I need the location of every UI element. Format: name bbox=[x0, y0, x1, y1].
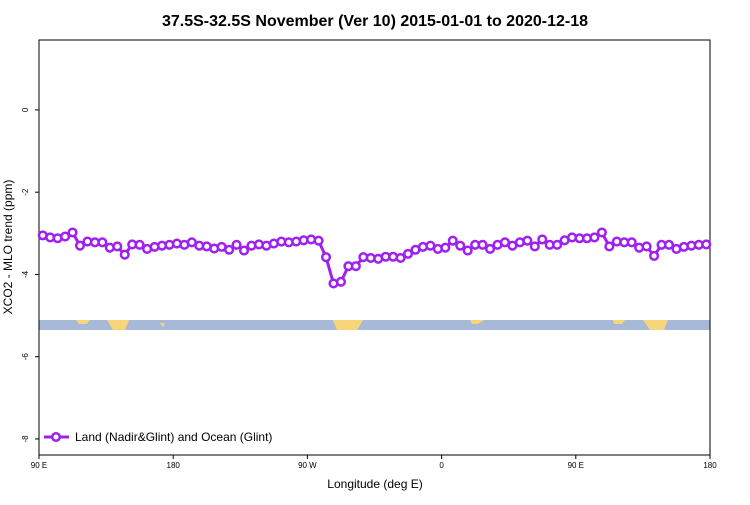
data-point bbox=[552, 239, 563, 250]
data-point bbox=[649, 250, 660, 261]
x-tick-label: 90 E bbox=[568, 461, 584, 470]
x-tick-label: 90 W bbox=[298, 461, 317, 470]
data-point bbox=[522, 235, 533, 246]
data-point bbox=[485, 243, 496, 254]
data-point bbox=[224, 244, 235, 255]
data-point bbox=[477, 239, 488, 250]
land bbox=[643, 320, 668, 330]
data-point bbox=[67, 227, 78, 238]
data-point bbox=[313, 235, 324, 246]
data-point bbox=[663, 239, 675, 250]
data-point bbox=[238, 245, 250, 256]
data-point bbox=[395, 252, 406, 264]
data-point bbox=[537, 234, 548, 245]
data-point bbox=[403, 248, 414, 259]
y-axis-label: XCO2 - MLO trend (ppm) bbox=[1, 180, 15, 315]
data-point bbox=[231, 239, 242, 250]
data-point bbox=[350, 261, 361, 272]
data-point bbox=[119, 249, 130, 260]
data-point bbox=[589, 232, 600, 243]
data-point bbox=[604, 241, 615, 252]
data-point bbox=[596, 227, 607, 238]
x-axis-label: Longitude (deg E) bbox=[327, 477, 422, 491]
land bbox=[160, 323, 165, 327]
ocean-strip bbox=[39, 320, 710, 330]
x-tick-label: 0 bbox=[439, 461, 444, 470]
data-point bbox=[626, 237, 637, 248]
legend-label: Land (Nadir&Glint) and Ocean (Glint) bbox=[75, 430, 272, 444]
land bbox=[107, 320, 129, 330]
data-point bbox=[447, 235, 458, 246]
data-point bbox=[134, 239, 145, 250]
y-tick-label: -2 bbox=[21, 188, 30, 196]
map-strip bbox=[39, 320, 710, 330]
y-tick-label: -8 bbox=[21, 435, 30, 443]
x-tick-label: 180 bbox=[703, 461, 717, 470]
data-point bbox=[455, 240, 466, 251]
data-point bbox=[320, 252, 332, 263]
chart-title: 37.5S-32.5S November (Ver 10) 2015-01-01… bbox=[162, 13, 588, 30]
legend-marker bbox=[50, 431, 62, 443]
land bbox=[470, 320, 484, 324]
data-point bbox=[112, 241, 123, 252]
x-tick-label: 90 E bbox=[31, 461, 47, 470]
y-tick-label: 0 bbox=[21, 107, 30, 112]
land bbox=[76, 320, 90, 324]
data-point bbox=[74, 240, 86, 251]
data-point bbox=[462, 245, 473, 256]
land bbox=[613, 320, 625, 324]
data-point bbox=[440, 242, 451, 253]
data-point bbox=[97, 237, 108, 248]
y-tick-label: -4 bbox=[21, 270, 30, 278]
data-point bbox=[641, 241, 652, 252]
data-point bbox=[335, 276, 347, 287]
data-point bbox=[529, 241, 540, 252]
x-tick-label: 180 bbox=[167, 461, 181, 470]
land bbox=[333, 320, 363, 330]
y-tick-label: -6 bbox=[21, 353, 30, 361]
data-point bbox=[701, 239, 712, 250]
data-point bbox=[60, 231, 71, 242]
